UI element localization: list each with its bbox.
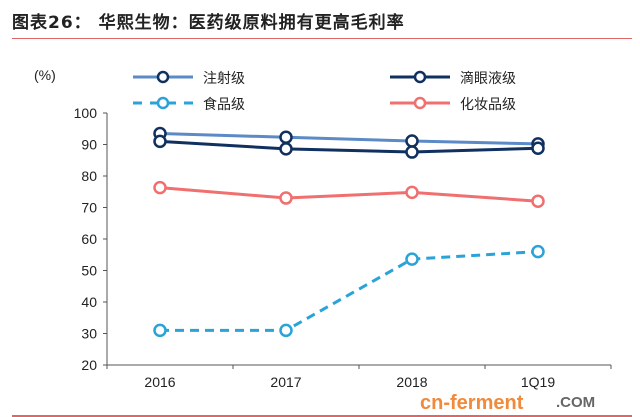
x-tick-label: 2016 xyxy=(144,374,175,390)
legend-label-1: 滴眼液级 xyxy=(460,70,516,87)
data-point-2 xyxy=(531,244,545,259)
y-tick-label: 60 xyxy=(81,231,97,247)
data-point-2 xyxy=(405,252,419,266)
y-tick-label: 30 xyxy=(81,326,97,342)
data-point-1 xyxy=(153,134,167,149)
watermark-suffix: .COM xyxy=(556,394,596,411)
legend-label-3: 化妆品级 xyxy=(460,97,516,113)
legend-marker-0 xyxy=(156,70,170,84)
chart-title: 图表26： 华熙生物：医药级原料拥有更高毛利率 xyxy=(12,13,405,33)
y-tick-label: 80 xyxy=(81,168,97,184)
data-point-1 xyxy=(405,145,419,159)
series-line-3 xyxy=(159,186,539,203)
legend-label-2: 食品级 xyxy=(203,96,245,113)
y-tick-label: 70 xyxy=(81,200,97,216)
bottom-divider xyxy=(12,415,632,417)
data-point-3 xyxy=(153,180,167,195)
y-tick-label: 50 xyxy=(81,263,97,279)
data-point-2 xyxy=(153,323,167,338)
legend-marker-1 xyxy=(413,70,427,84)
legend-marker-2 xyxy=(156,96,170,110)
data-point-0 xyxy=(405,134,419,148)
series-line-1 xyxy=(159,139,539,154)
x-tick-label: 2018 xyxy=(396,374,427,390)
y-tick-label: 20 xyxy=(81,357,97,373)
data-point-3 xyxy=(531,194,545,208)
y-axis-label: (%) xyxy=(34,67,56,83)
x-tick-label: 1Q19 xyxy=(521,374,555,390)
data-point-3 xyxy=(405,185,419,200)
title-divider xyxy=(12,38,632,39)
data-point-0 xyxy=(279,130,293,145)
x-tick-label: 2017 xyxy=(270,374,301,390)
watermark: cn-ferment xyxy=(420,392,524,414)
y-tick-label: 100 xyxy=(74,105,98,121)
y-tick-label: 40 xyxy=(81,294,97,310)
data-point-3 xyxy=(279,191,293,205)
y-tick-label: 90 xyxy=(81,137,97,153)
data-point-1 xyxy=(279,142,293,156)
series-line-2 xyxy=(160,250,539,332)
series-line-0 xyxy=(159,131,539,146)
data-point-2 xyxy=(279,323,293,338)
legend-label-0: 注射级 xyxy=(203,71,245,87)
data-point-1 xyxy=(531,141,545,156)
legend-marker-3 xyxy=(413,96,427,110)
